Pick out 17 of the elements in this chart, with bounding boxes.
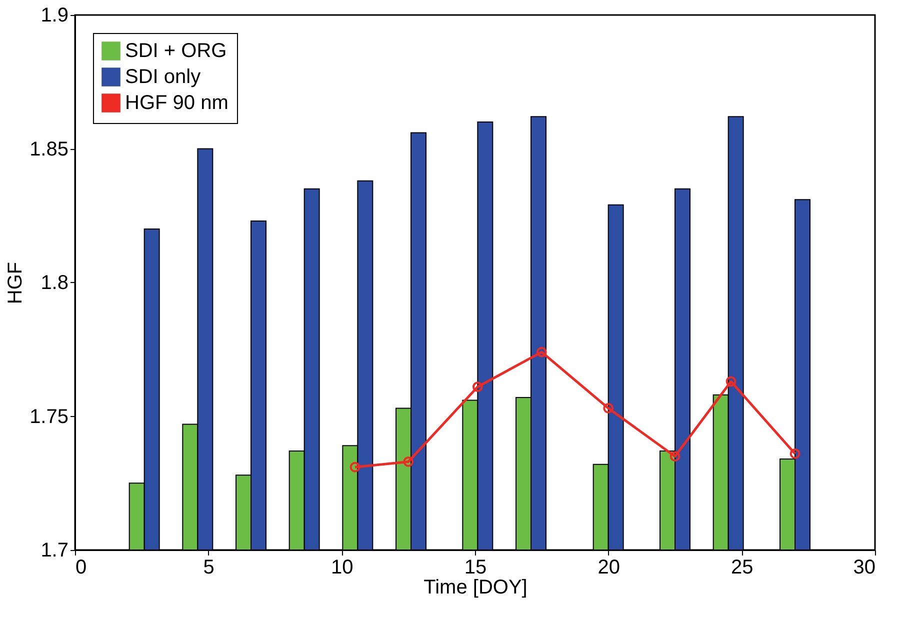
y-tick-label: 1.85 <box>30 138 68 160</box>
x-tick-label: 10 <box>331 556 354 578</box>
y-tick-label: 1.75 <box>30 406 68 428</box>
y-axis-title: HGF <box>4 262 27 304</box>
x-tick-label: 0 <box>76 556 87 578</box>
x-tick-label: 20 <box>598 556 620 578</box>
x-tick-label: 5 <box>203 556 214 578</box>
x-tick-label: 25 <box>731 556 754 578</box>
y-tick-label: 1.8 <box>40 272 68 294</box>
y-tick-label: 1.7 <box>40 540 68 562</box>
legend-label: HGF 90 nm <box>125 92 228 114</box>
x-tick-label: 15 <box>464 556 487 578</box>
legend-label: SDI + ORG <box>125 40 227 62</box>
y-tick-label: 1.9 <box>40 4 68 26</box>
legend-label: SDI only <box>125 66 201 88</box>
x-axis-title: Time [DOY] <box>424 576 528 598</box>
x-tick-label: 30 <box>853 556 876 578</box>
